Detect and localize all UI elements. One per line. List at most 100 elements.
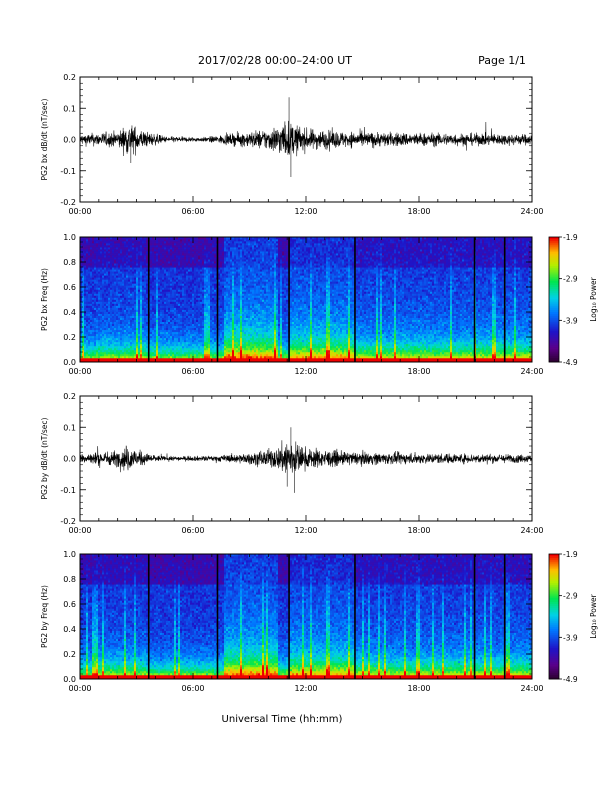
- spectrogram-cell: [176, 333, 179, 337]
- spectrogram-cell: [166, 337, 169, 341]
- spectrogram-cell: [116, 359, 119, 363]
- spectrogram-cell: [130, 241, 133, 244]
- spectrogram-cell: [126, 237, 129, 240]
- spectrogram-cell: [204, 239, 207, 242]
- spectrogram-cell: [210, 295, 213, 298]
- spectrogram-cell: [156, 239, 159, 242]
- spectrogram-cell: [166, 335, 169, 339]
- spectrogram-cell: [110, 243, 113, 246]
- spectrogram-cell: [174, 347, 177, 351]
- spectrogram-cell: [164, 345, 167, 349]
- spectrogram-cell: [178, 309, 181, 312]
- spectrogram-cell: [124, 241, 127, 244]
- spectrogram-cell: [128, 309, 131, 312]
- spectrogram-cell: [104, 297, 107, 300]
- spectrogram-cell: [168, 247, 171, 250]
- spectrogram-cell: [92, 259, 95, 262]
- spectrogram-cell: [170, 269, 173, 272]
- spectrogram-cell: [86, 247, 89, 250]
- spectrogram-cell: [114, 341, 117, 345]
- spectrogram-cell: [196, 285, 199, 288]
- spectrogram-cell: [198, 297, 201, 300]
- spectrogram-cell: [110, 239, 113, 242]
- spectrogram-cell: [112, 317, 115, 320]
- spectrogram-cell: [120, 283, 123, 286]
- spectrogram-cell: [82, 283, 85, 286]
- spectrogram-cell: [100, 319, 103, 322]
- spectrogram-cell: [90, 323, 93, 327]
- spectrogram-cell: [168, 307, 171, 310]
- spectrogram-cell: [190, 355, 193, 359]
- spectrogram-cell: [102, 243, 105, 246]
- spectrogram-cell: [142, 275, 145, 278]
- spectrogram-cell: [152, 297, 155, 300]
- spectrogram-cell: [98, 327, 101, 331]
- spectrogram-cell: [120, 243, 123, 246]
- spectrogram-cell: [230, 241, 233, 244]
- spectrogram-cell: [110, 275, 113, 278]
- spectrogram-cell: [106, 303, 109, 306]
- spectrogram-cell: [88, 299, 91, 302]
- spectrogram-cell: [152, 281, 155, 284]
- spectrogram-cell: [106, 325, 109, 329]
- spectrogram-cell: [110, 237, 113, 240]
- spectrogram-cell: [230, 355, 233, 359]
- spectrogram-cell: [92, 343, 95, 347]
- spectrogram-cell: [204, 337, 207, 341]
- spectrogram-cell: [226, 279, 229, 282]
- spectrogram-cell: [134, 259, 137, 262]
- spectrogram-cell: [178, 303, 181, 306]
- spectrogram-cell: [106, 285, 109, 288]
- spectrogram-cell: [166, 281, 169, 284]
- spectrogram-cell: [180, 277, 183, 280]
- spectrogram-cell: [94, 285, 97, 288]
- spectrogram-cell: [176, 329, 179, 333]
- spectrogram-cell: [176, 257, 179, 260]
- spectrogram-cell: [132, 301, 135, 304]
- spectrogram-cell: [92, 275, 95, 278]
- spectrogram-cell: [234, 315, 237, 318]
- spectrogram-cell: [140, 287, 143, 290]
- spectrogram-cell: [118, 349, 121, 353]
- spectrogram-cell: [158, 329, 161, 333]
- spectrogram-cell: [212, 267, 215, 270]
- spectrogram-cell: [180, 251, 183, 254]
- spectrogram-cell: [82, 333, 85, 337]
- spectrogram-cell: [178, 269, 181, 272]
- spectrogram-cell: [132, 281, 135, 284]
- spectrogram-cell: [204, 325, 207, 329]
- spectrogram-cell: [190, 247, 193, 250]
- spectrogram-cell: [164, 289, 167, 292]
- spectrogram-cell: [156, 339, 159, 343]
- spectrogram-cell: [142, 355, 145, 359]
- spectrogram-cell: [124, 319, 127, 322]
- spectrogram-cell: [138, 291, 141, 294]
- spectrogram-cell: [214, 347, 217, 351]
- spectrogram-cell: [100, 257, 103, 260]
- spectrogram-cell: [106, 275, 109, 278]
- spectrogram-cell: [212, 331, 215, 335]
- spectrogram-cell: [178, 261, 181, 264]
- spectrogram-cell: [194, 255, 197, 258]
- spectrogram-cell: [194, 315, 197, 318]
- spectrogram-cell: [180, 261, 183, 264]
- spectrogram-cell: [208, 321, 211, 324]
- spectrogram-cell: [186, 327, 189, 331]
- spectrogram-cell: [136, 267, 139, 270]
- spectrogram-cell: [198, 271, 201, 274]
- spectrogram-cell: [174, 359, 177, 363]
- spectrogram-cell: [120, 311, 123, 314]
- spectrogram-cell: [182, 273, 185, 276]
- spectrogram-cell: [196, 341, 199, 345]
- spectrogram-cell: [206, 263, 209, 266]
- spectrogram-cell: [208, 331, 211, 335]
- spectrogram-cell: [194, 355, 197, 359]
- spectrogram-cell: [196, 347, 199, 351]
- spectrogram-cell: [170, 319, 173, 322]
- spectrogram-cell: [194, 249, 197, 252]
- spectrogram-cell: [214, 257, 217, 260]
- spectrogram-cell: [170, 241, 173, 244]
- spectrogram-cell: [118, 289, 121, 292]
- spectrogram-cell: [142, 315, 145, 318]
- spectrogram-cell: [104, 333, 107, 337]
